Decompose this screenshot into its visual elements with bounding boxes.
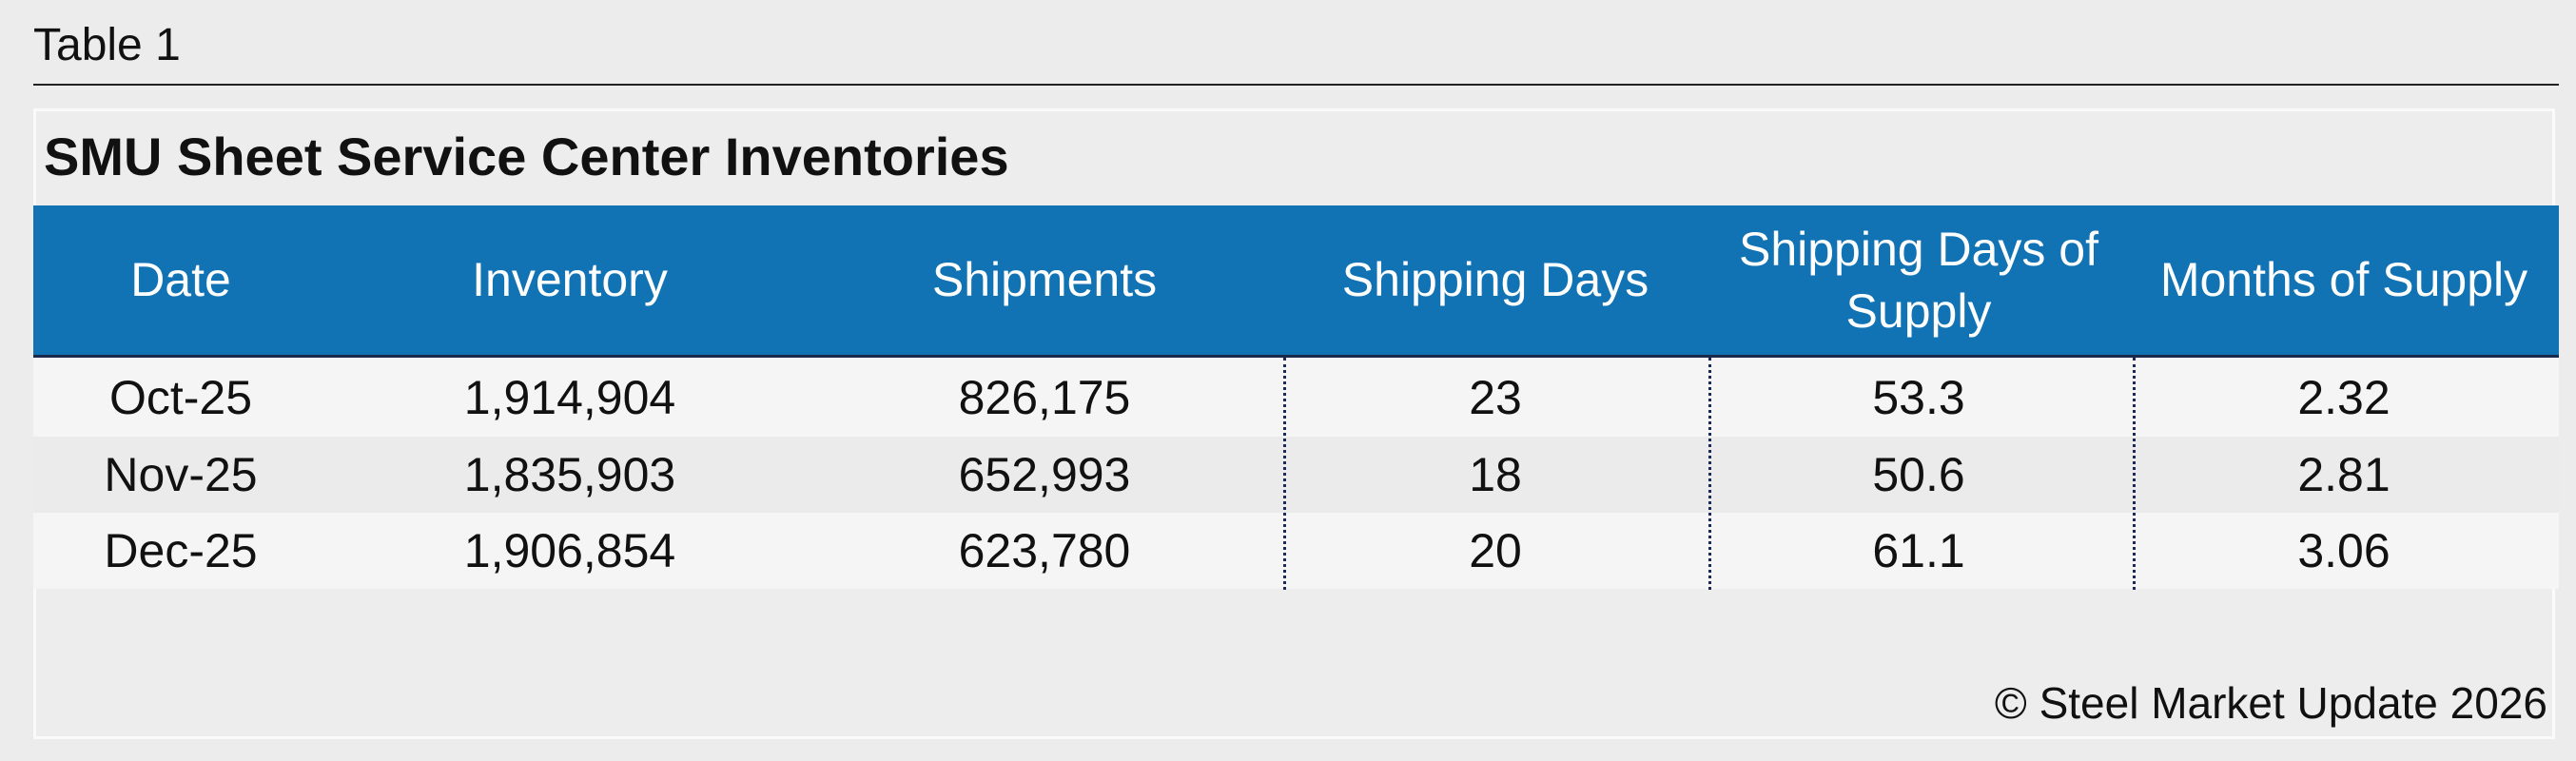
table-cell: 61.1	[1872, 524, 1965, 577]
table-cell: 53.3	[1872, 370, 1965, 424]
table-cell: 1,835,903	[463, 448, 676, 501]
table-cell: 2.81	[2297, 448, 2391, 501]
table-cell: 3.06	[2297, 524, 2391, 577]
table-header	[33, 205, 2559, 358]
table-cell: 23	[1469, 370, 1522, 424]
table-row	[33, 513, 2559, 589]
table-cell: 50.6	[1872, 448, 1965, 501]
table-cell: 623,780	[958, 524, 1131, 577]
table-title: SMU Sheet Service Center Inventories	[44, 127, 1009, 186]
table-cell: 1,914,904	[463, 370, 676, 424]
table-cell: Oct-25	[108, 370, 253, 424]
divider	[33, 84, 2559, 86]
header-cell: Inventory	[472, 253, 668, 306]
table-cell: Nov-25	[104, 448, 258, 501]
table-label: Table 1	[33, 20, 181, 70]
table-cell: 826,175	[958, 370, 1131, 424]
column-divider	[1708, 358, 1711, 590]
copyright: © Steel Market Update 2026	[1994, 678, 2547, 728]
table-cell: 652,993	[958, 448, 1131, 501]
table-row	[33, 358, 2559, 437]
column-divider	[1283, 358, 1286, 590]
column-divider	[2133, 358, 2136, 590]
table-row	[33, 437, 2559, 513]
header-cell: Shipping Days of Supply	[1738, 222, 2098, 338]
header-cell: Shipping Days	[1341, 253, 1649, 306]
header-cell: Months of Supply	[2159, 253, 2528, 306]
header-cell: Date	[130, 253, 231, 306]
table-cell: 18	[1469, 448, 1522, 501]
table-cell: Dec-25	[104, 524, 258, 577]
table-cell: 2.32	[2297, 370, 2391, 424]
header-cell: Shipments	[931, 253, 1158, 306]
table-cell: 1,906,854	[463, 524, 676, 577]
table-cell: 20	[1469, 524, 1522, 577]
